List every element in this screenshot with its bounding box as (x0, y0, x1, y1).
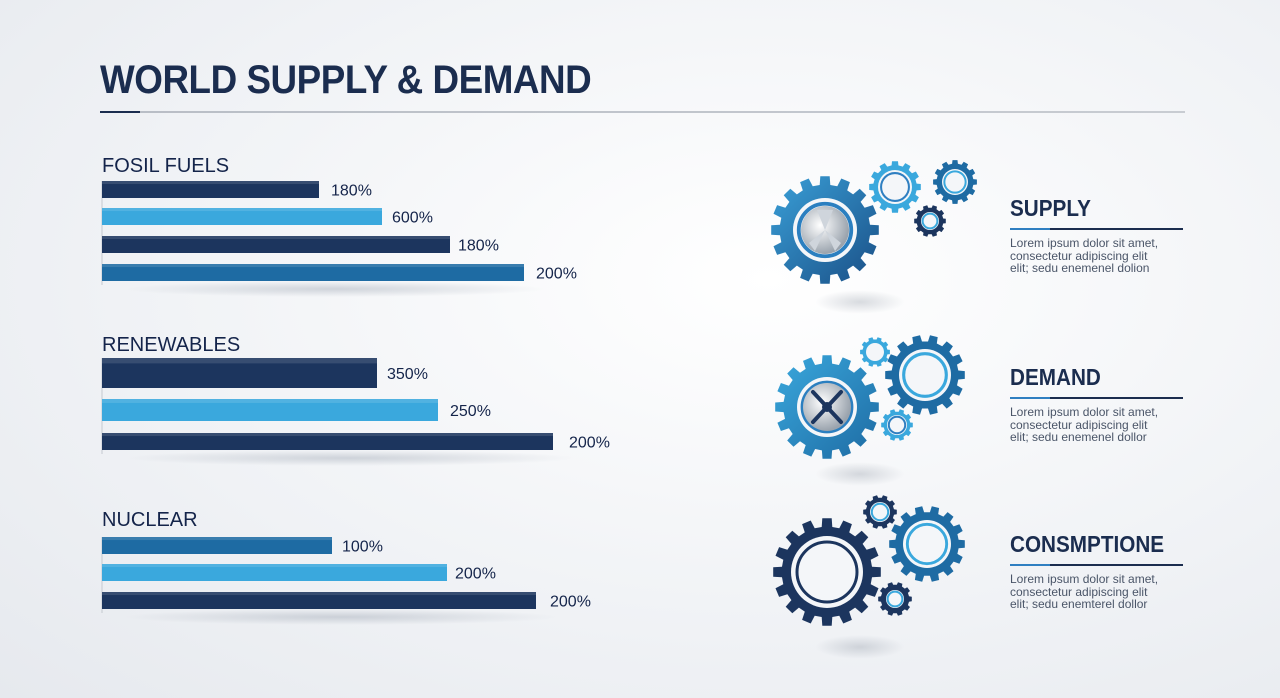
bar-highlight (102, 564, 447, 568)
bar (102, 264, 524, 281)
gear-icon (914, 205, 946, 237)
data-label: 200% (569, 435, 610, 452)
gear-hole (797, 542, 857, 602)
gear-icon (860, 337, 890, 367)
gear-icon (881, 409, 913, 441)
panel-text: Lorem ipsum dolor sit amet, consectetur … (1010, 405, 1159, 444)
panel-heading: CONSMPTIONE (1010, 531, 1165, 557)
bar (102, 537, 332, 554)
panel-text: Lorem ipsum dolor sit amet, consectetur … (1010, 572, 1159, 611)
bar-highlight (102, 264, 524, 268)
bar-highlight (102, 537, 332, 541)
bar (102, 208, 382, 225)
bar (102, 181, 319, 198)
bar (102, 592, 536, 609)
gear-icon (863, 495, 897, 529)
panel-divider (1010, 397, 1183, 399)
gear-icon (885, 335, 965, 415)
page-title: WORLD SUPPLY & DEMAND (100, 58, 592, 102)
bar (102, 236, 450, 253)
bar-highlight (102, 592, 536, 596)
bar-shadow (124, 450, 576, 466)
bar-chart: FOSIL FUELS 180% 600% 180% 200% RENEWABLES 350… (101, 155, 610, 625)
panel-text: Lorem ipsum dolor sit amet, consectetur … (1010, 236, 1159, 275)
group-label: RENEWABLES (102, 334, 240, 356)
gear-ring (795, 540, 859, 604)
gear-shadow (815, 290, 905, 314)
bar-highlight (102, 433, 553, 437)
consumption-gears-icon (773, 495, 965, 626)
bar (102, 399, 438, 421)
group-label: FOSIL FUELS (102, 155, 229, 177)
panel-heading: DEMAND (1010, 364, 1101, 390)
supply-gears-icon (771, 160, 977, 284)
data-label: 350% (387, 366, 428, 383)
panel-heading: SUPPLY (1010, 195, 1091, 221)
bar (102, 564, 447, 581)
data-label: 180% (331, 183, 372, 200)
data-label: 600% (392, 210, 433, 227)
gear-icon (889, 506, 965, 582)
bar-highlight (102, 181, 319, 185)
demand-gears-icon (775, 335, 965, 459)
bar-highlight (102, 208, 382, 212)
gear-shadow (815, 635, 905, 659)
panel-divider (1010, 564, 1183, 566)
fan-blades (809, 210, 841, 251)
bar-highlight (102, 358, 377, 364)
data-label: 200% (536, 266, 577, 283)
panel-consumption: CONSMPTIONE Lorem ipsum dolor sit amet, … (1010, 531, 1190, 611)
bar (102, 433, 553, 450)
panel-supply: SUPPLY Lorem ipsum dolor sit amet, conse… (1010, 195, 1190, 275)
bar-shadow (123, 281, 546, 297)
data-label: 200% (550, 594, 591, 611)
data-label: 200% (455, 566, 496, 583)
bar-highlight (102, 399, 438, 403)
panel-demand: DEMAND Lorem ipsum dolor sit amet, conse… (1010, 364, 1190, 444)
gear-shadow (815, 462, 905, 486)
gear-icon (869, 161, 921, 213)
wrench-hub (822, 402, 832, 412)
gear-icon (933, 160, 977, 204)
title-divider (100, 111, 1185, 113)
data-label: 100% (342, 539, 383, 556)
gear-icon (878, 582, 912, 616)
bar-highlight (102, 236, 450, 240)
bar (102, 358, 377, 388)
data-label: 180% (458, 238, 499, 255)
data-label: 250% (450, 403, 491, 420)
group-label: NUCLEAR (102, 509, 198, 531)
panel-divider (1010, 228, 1183, 230)
bar-shadow (123, 609, 558, 625)
